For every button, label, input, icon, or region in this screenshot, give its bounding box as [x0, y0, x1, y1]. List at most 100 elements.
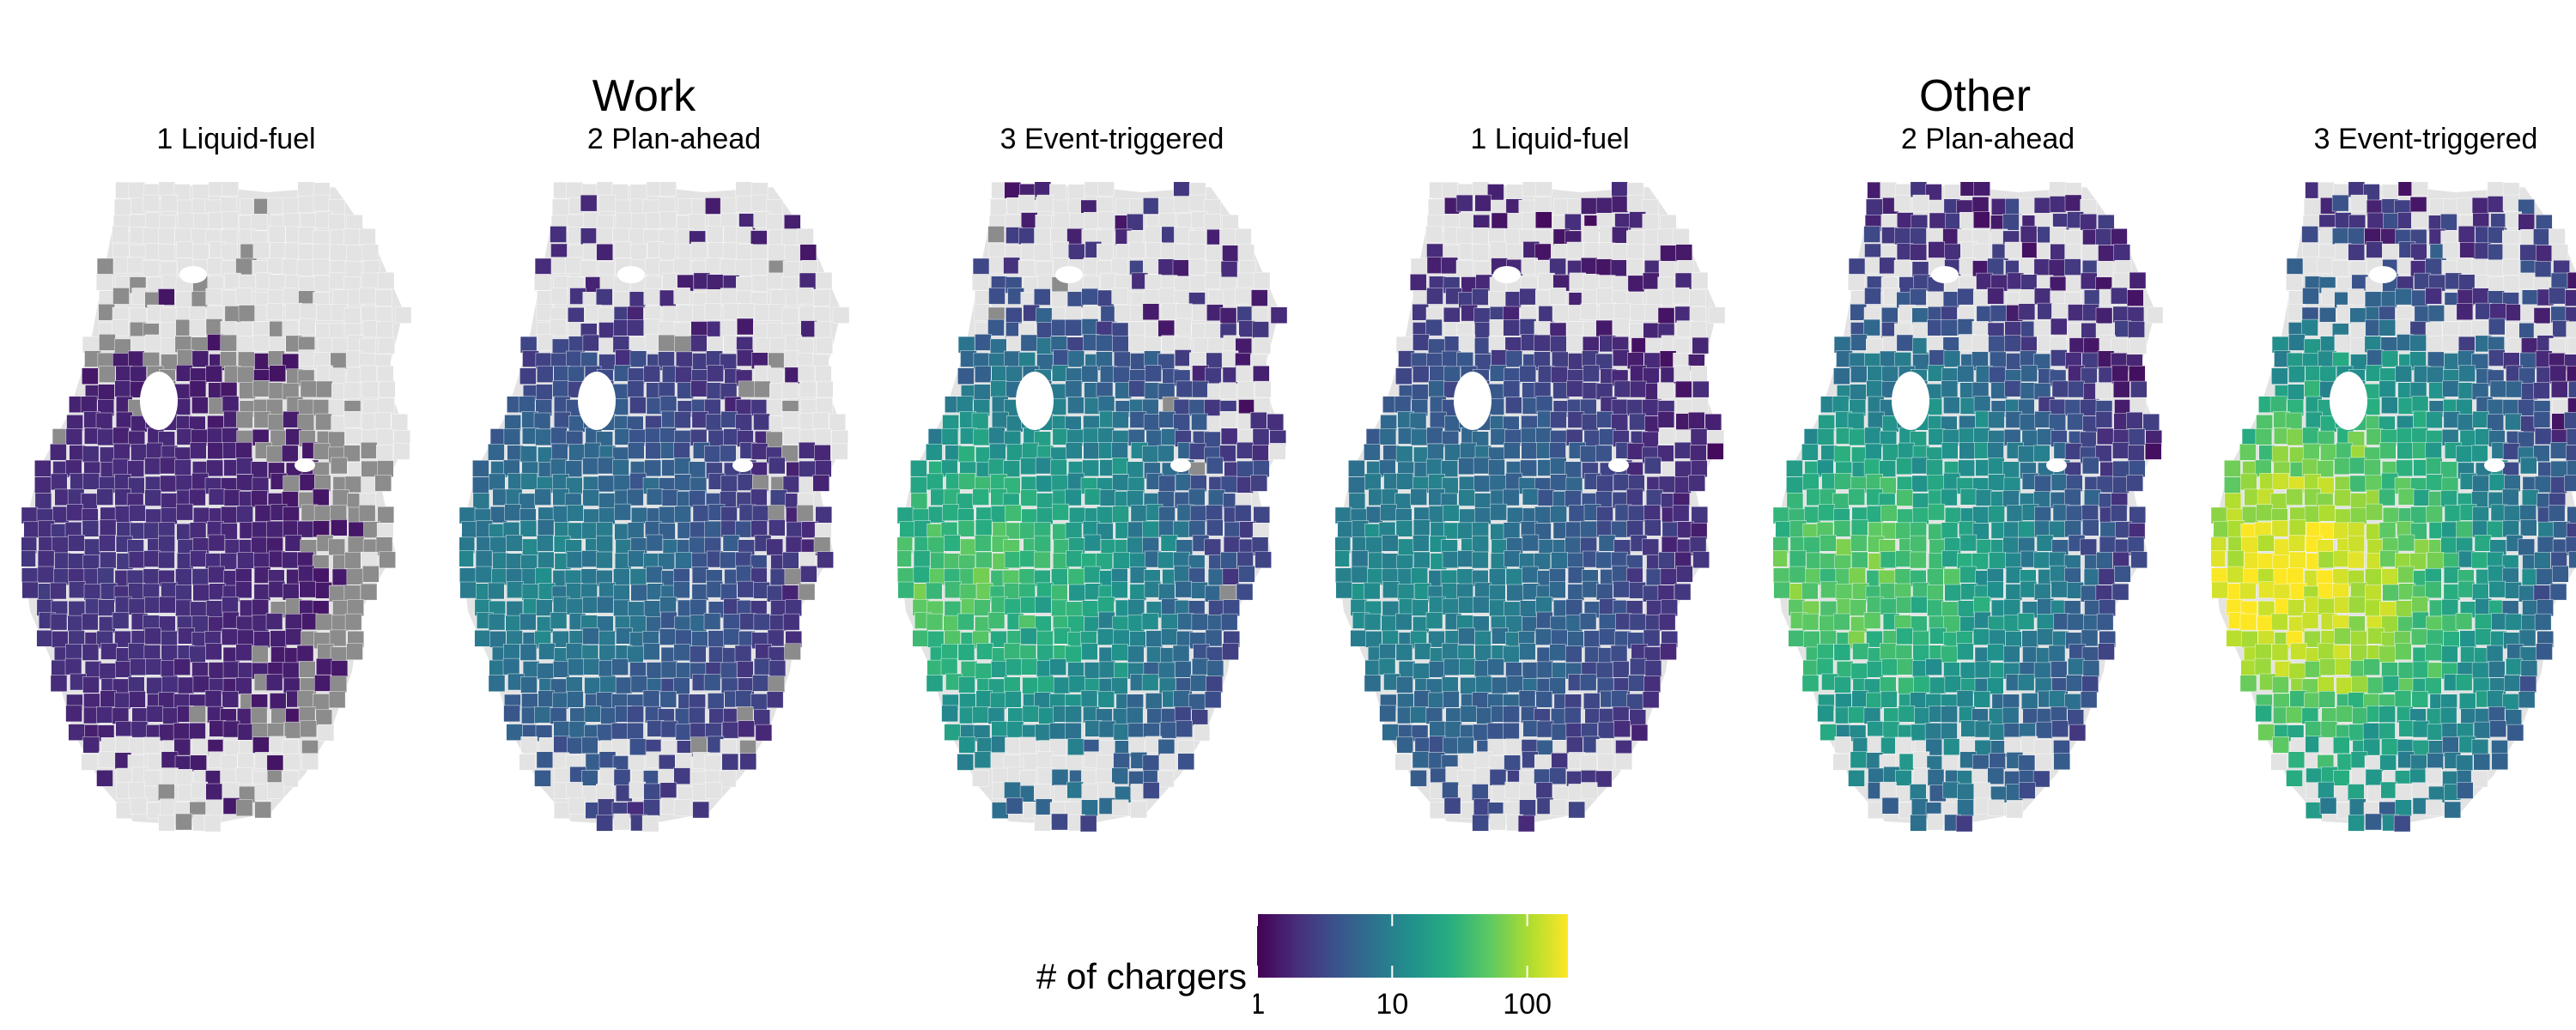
municipality-region [361, 442, 378, 459]
municipality-region [2332, 227, 2349, 245]
municipality-region [2410, 628, 2428, 645]
municipality-region [1157, 319, 1175, 337]
municipality-region [2487, 414, 2504, 431]
municipality-region [1112, 411, 1129, 428]
municipality-region [1692, 336, 1709, 354]
municipality-region [2349, 307, 2367, 324]
municipality-region [988, 427, 1005, 445]
municipality-region [1472, 784, 1489, 801]
municipality-region [750, 520, 768, 537]
municipality-region [2566, 445, 2576, 462]
municipality-region [1394, 493, 1412, 511]
municipality-region [1457, 550, 1474, 567]
municipality-region [1475, 676, 1492, 694]
municipality-region [266, 445, 283, 463]
municipality-region [2095, 228, 2112, 245]
municipality-region [2502, 520, 2519, 537]
municipality-region [1775, 521, 1792, 538]
municipality-region [2271, 445, 2289, 463]
municipality-region [1535, 427, 1552, 445]
municipality-region [976, 643, 993, 660]
municipality-region [1881, 336, 1899, 353]
municipality-region [2548, 505, 2566, 522]
municipality-region [1459, 658, 1476, 676]
municipality-region [1175, 318, 1192, 336]
municipality-region [1522, 488, 1540, 506]
municipality-region [222, 782, 240, 799]
map-panel-other-plan-ahead: 2 Plan-ahead [1773, 120, 2202, 841]
municipality-region [1880, 643, 1897, 660]
municipality-region [1053, 676, 1071, 694]
municipality-region [1852, 737, 1870, 754]
municipality-region [1675, 380, 1692, 398]
municipality-region [1127, 645, 1145, 663]
municipality-region [1130, 801, 1147, 819]
municipality-region [1036, 322, 1054, 339]
municipality-region [1036, 493, 1054, 510]
municipality-region [754, 380, 771, 398]
municipality-region [81, 493, 98, 511]
municipality-region [708, 630, 725, 647]
municipality-region [222, 691, 239, 708]
municipality-region [1035, 457, 1053, 475]
municipality-region [631, 213, 648, 230]
municipality-region [1506, 584, 1523, 602]
municipality-region [1020, 489, 1037, 506]
municipality-region [175, 813, 192, 831]
municipality-region [1145, 630, 1163, 647]
municipality-region [1234, 505, 1252, 522]
municipality-region [2383, 213, 2400, 230]
municipality-region [552, 198, 569, 216]
municipality-region [375, 289, 392, 306]
municipality-region [173, 738, 191, 756]
municipality-region [1111, 288, 1128, 305]
municipality-region [1941, 550, 1959, 567]
municipality-region [1204, 691, 1222, 708]
municipality-region [703, 674, 721, 691]
municipality-region [504, 504, 521, 521]
municipality-region [582, 489, 599, 506]
municipality-region [1142, 445, 1159, 463]
municipality-region [987, 226, 1005, 243]
municipality-region [2050, 276, 2067, 294]
municipality-region [251, 214, 268, 231]
municipality-region [1235, 287, 1252, 305]
municipality-region [1053, 212, 1071, 230]
municipality-region [99, 535, 116, 552]
municipality-region [2019, 197, 2036, 215]
lake-region [1892, 372, 1929, 430]
municipality-region [1804, 506, 1821, 524]
municipality-region [941, 705, 958, 723]
municipality-region [1863, 318, 1880, 336]
municipality-region [2472, 583, 2489, 601]
municipality-region [782, 552, 799, 569]
municipality-region [674, 457, 691, 475]
municipality-region [1189, 275, 1207, 293]
municipality-region [1534, 289, 1552, 307]
municipality-region [1802, 473, 1820, 491]
municipality-region [1457, 522, 1474, 540]
municipality-region [158, 288, 175, 306]
municipality-region [1689, 289, 1706, 306]
municipality-region [1612, 244, 1629, 261]
municipality-region [971, 706, 989, 724]
municipality-region [2395, 288, 2412, 306]
municipality-region [253, 584, 271, 601]
municipality-region [597, 615, 614, 633]
municipality-region [1626, 258, 1643, 276]
municipality-region [175, 769, 193, 786]
municipality-region [1188, 194, 1206, 212]
municipality-region [519, 754, 536, 771]
municipality-region [298, 244, 315, 261]
municipality-region [1848, 258, 1866, 276]
municipality-region [376, 523, 394, 540]
municipality-region [1880, 598, 1898, 615]
municipality-region [1158, 411, 1176, 428]
municipality-region [1003, 460, 1020, 477]
municipality-region [1662, 521, 1680, 539]
municipality-region [673, 288, 690, 305]
municipality-region [1410, 274, 1427, 291]
municipality-region [1987, 288, 2004, 305]
municipality-region [926, 613, 944, 631]
municipality-region [1820, 535, 1837, 552]
